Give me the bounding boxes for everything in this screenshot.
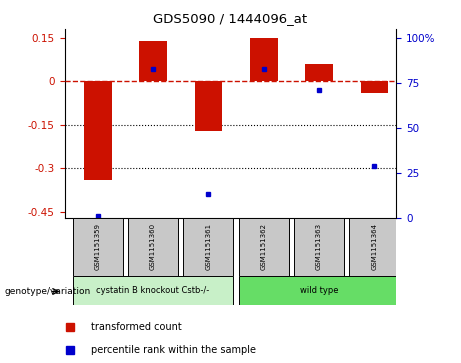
Bar: [84, 81, 112, 180]
Bar: [139, 41, 167, 81]
Bar: [195, 81, 222, 131]
Text: wild type: wild type: [300, 286, 338, 295]
Text: transformed count: transformed count: [91, 322, 182, 333]
FancyBboxPatch shape: [73, 218, 123, 276]
Text: GSM1151364: GSM1151364: [371, 223, 378, 270]
Text: genotype/variation: genotype/variation: [5, 287, 91, 296]
Bar: [250, 38, 278, 81]
FancyBboxPatch shape: [183, 218, 233, 276]
FancyBboxPatch shape: [349, 218, 399, 276]
Bar: [305, 64, 333, 81]
Bar: [361, 81, 388, 93]
Text: GSM1151359: GSM1151359: [95, 223, 101, 270]
FancyBboxPatch shape: [239, 218, 289, 276]
Text: GSM1151360: GSM1151360: [150, 223, 156, 270]
Text: cystatin B knockout Cstb-/-: cystatin B knockout Cstb-/-: [96, 286, 210, 295]
Text: GSM1151362: GSM1151362: [260, 223, 267, 270]
FancyBboxPatch shape: [294, 218, 344, 276]
Text: GSM1151363: GSM1151363: [316, 223, 322, 270]
FancyBboxPatch shape: [128, 218, 178, 276]
FancyBboxPatch shape: [239, 276, 399, 305]
FancyBboxPatch shape: [73, 276, 233, 305]
Title: GDS5090 / 1444096_at: GDS5090 / 1444096_at: [154, 12, 307, 25]
Text: percentile rank within the sample: percentile rank within the sample: [91, 345, 256, 355]
Text: GSM1151361: GSM1151361: [205, 223, 212, 270]
